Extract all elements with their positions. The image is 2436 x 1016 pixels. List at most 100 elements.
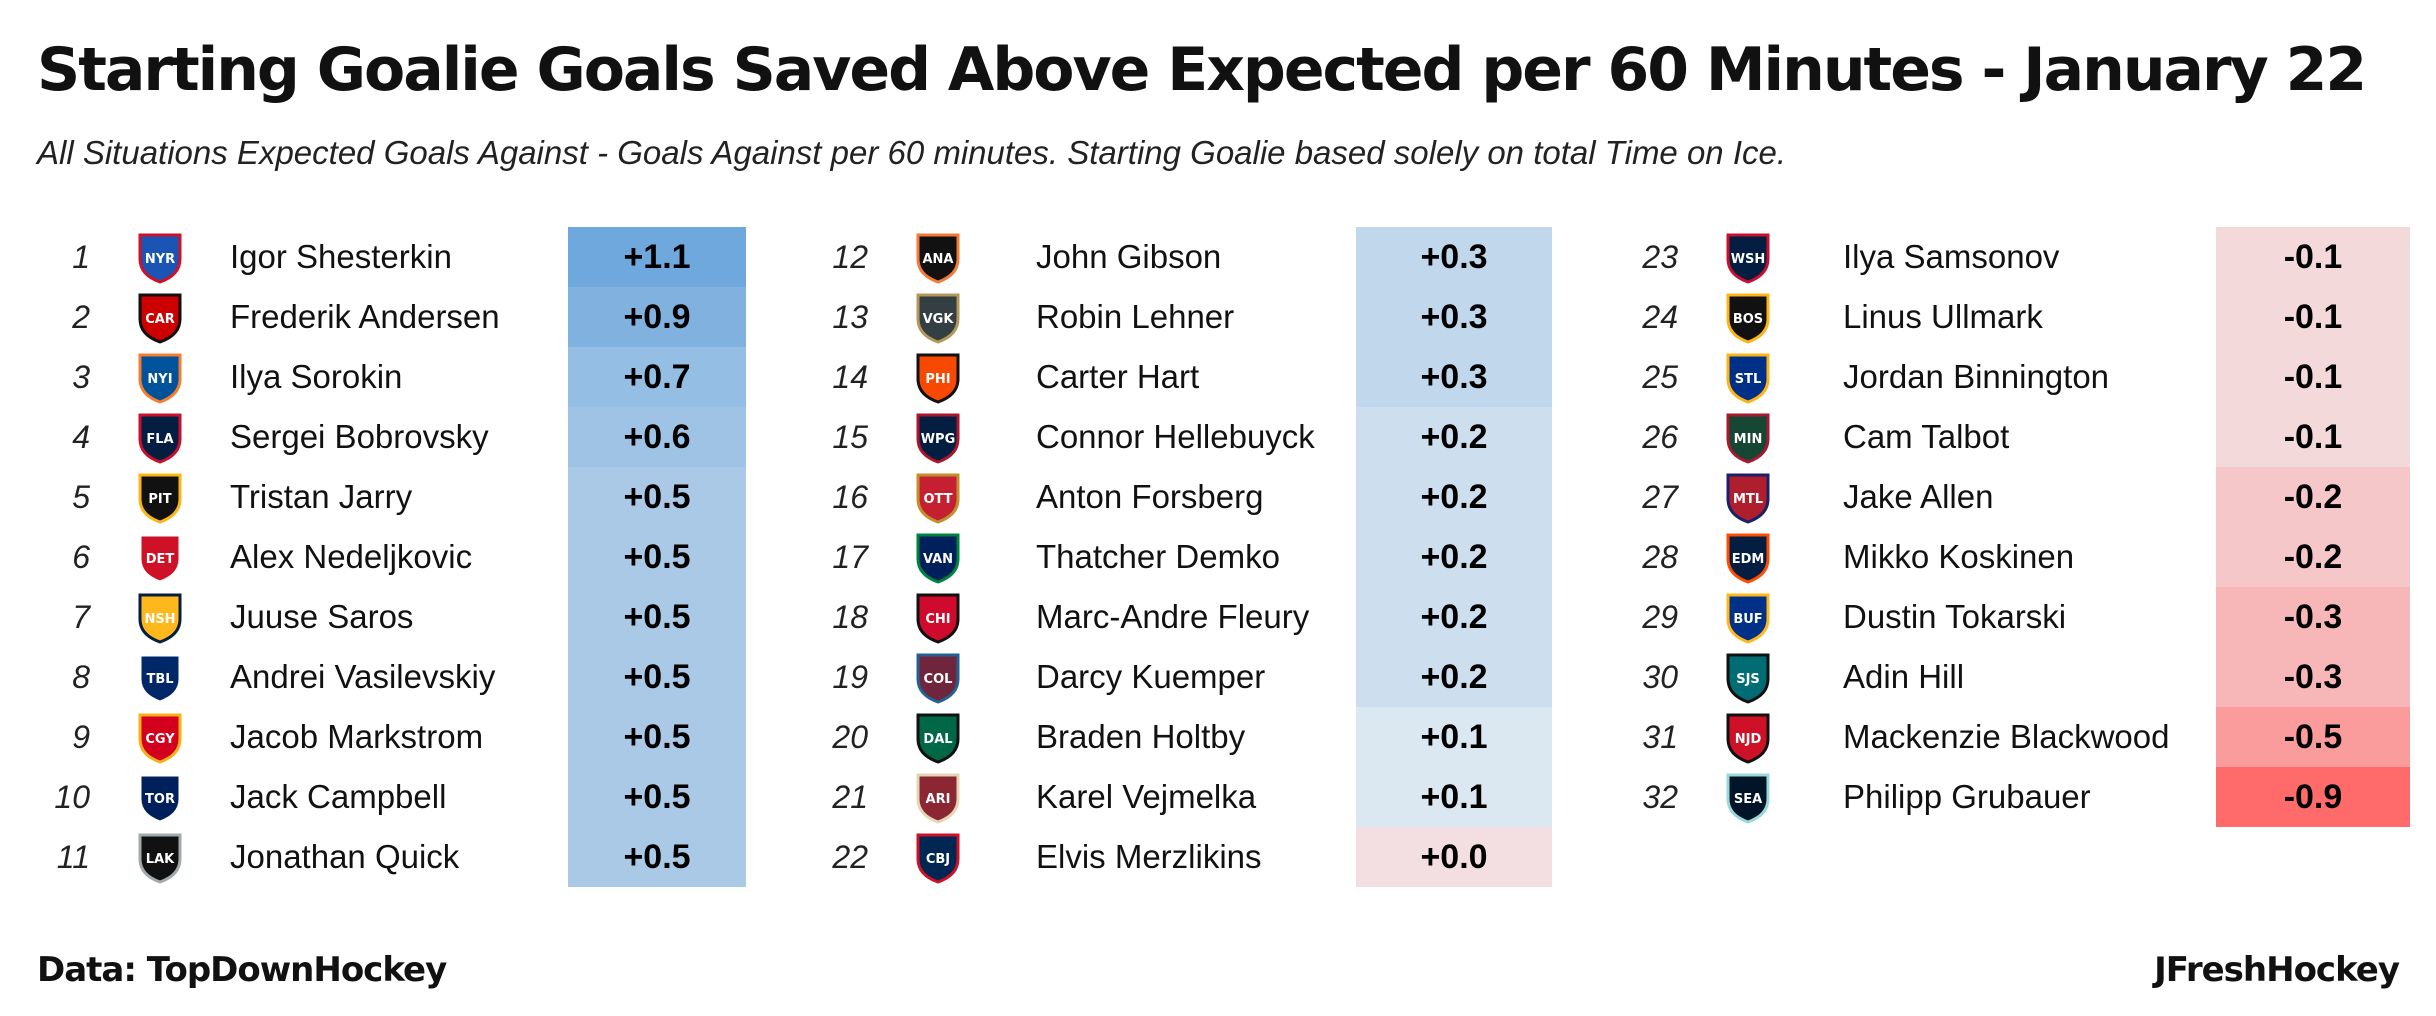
gsax-value-cell: +0.5 — [568, 707, 746, 767]
goalie-name: Thatcher Demko — [1036, 538, 1280, 575]
rank-label: 18 — [832, 599, 868, 635]
table-row: 21 ARI Karel Vejmelka +0.1 — [808, 767, 1552, 827]
gsax-value-cell: +0.2 — [1356, 407, 1552, 467]
rank-label: 14 — [832, 359, 868, 395]
svg-text:NSH: NSH — [144, 612, 175, 627]
goalie-name: Robin Lehner — [1036, 298, 1235, 335]
goalie-name: Jacob Markstrom — [230, 718, 484, 755]
stars-logo-icon: DAL — [908, 707, 968, 767]
rank-label: 27 — [1642, 479, 1678, 515]
svg-text:CAR: CAR — [145, 312, 175, 327]
table-row: 2 CAR Frederik Andersen +0.9 — [30, 287, 746, 347]
table-row: 19 COL Darcy Kuemper +0.2 — [808, 647, 1552, 707]
svg-text:OTT: OTT — [923, 492, 952, 507]
author-credit: JFreshHockey — [2154, 950, 2400, 990]
goalie-name: Jonathan Quick — [230, 838, 460, 875]
svg-text:NYI: NYI — [147, 372, 172, 387]
svg-text:SEA: SEA — [1734, 792, 1762, 807]
svg-text:DAL: DAL — [923, 732, 952, 747]
svg-text:PHI: PHI — [925, 372, 950, 387]
goalie-name: Dustin Tokarski — [1843, 598, 2067, 635]
rank-label: 24 — [1642, 299, 1678, 335]
svg-text:TBL: TBL — [146, 672, 173, 687]
table-row: 9 CGY Jacob Markstrom +0.5 — [30, 707, 746, 767]
goalie-name: Elvis Merzlikins — [1036, 838, 1262, 875]
svg-text:BOS: BOS — [1733, 312, 1763, 327]
gsax-value-cell: -0.1 — [2216, 347, 2410, 407]
gsax-value-cell: -0.1 — [2216, 287, 2410, 347]
goalie-name: Ilya Sorokin — [230, 358, 403, 395]
table-row: 6 DET Alex Nedeljkovic +0.5 — [30, 527, 746, 587]
rank-label: 21 — [832, 779, 868, 815]
rank-label: 2 — [72, 299, 90, 335]
svg-text:TOR: TOR — [145, 792, 175, 807]
table-row: 5 PIT Tristan Jarry +0.5 — [30, 467, 746, 527]
goalie-name: Cam Talbot — [1843, 418, 2010, 455]
gsax-value-cell: +0.1 — [1356, 767, 1552, 827]
svg-text:WSH: WSH — [1731, 252, 1766, 267]
svg-text:EDM: EDM — [1732, 552, 1765, 567]
sabres-logo-icon: BUF — [1718, 587, 1778, 647]
rank-label: 8 — [72, 659, 90, 695]
rank-label: 31 — [1642, 719, 1678, 755]
svg-text:SJS: SJS — [1736, 672, 1760, 687]
svg-text:STL: STL — [1735, 372, 1762, 387]
goalie-name: Braden Holtby — [1036, 718, 1246, 755]
senators-logo-icon: OTT — [908, 467, 968, 527]
blue-jackets-logo-icon: CBJ — [908, 827, 968, 887]
rank-label: 25 — [1642, 359, 1678, 395]
svg-text:NYR: NYR — [145, 252, 175, 267]
table-row: 23 WSH Ilya Samsonov -0.1 — [1618, 227, 2410, 287]
ducks-logo-icon: ANA — [908, 227, 968, 287]
table-row: 15 WPG Connor Hellebuyck +0.2 — [808, 407, 1552, 467]
goalie-name: Marc-Andre Fleury — [1036, 598, 1310, 635]
rank-label: 17 — [832, 539, 868, 575]
chart-subtitle: All Situations Expected Goals Against - … — [37, 134, 1787, 171]
flames-logo-icon: CGY — [130, 707, 190, 767]
svg-text:MIN: MIN — [1734, 432, 1763, 447]
table-row: 31 NJD Mackenzie Blackwood -0.5 — [1618, 707, 2410, 767]
islanders-logo-icon: NYI — [130, 347, 190, 407]
kings-logo-icon: LAK — [130, 827, 190, 887]
rank-label: 19 — [832, 659, 868, 695]
svg-text:CGY: CGY — [145, 732, 175, 747]
rank-label: 16 — [832, 479, 868, 515]
gsax-value-cell: -0.2 — [2216, 527, 2410, 587]
bruins-logo-icon: BOS — [1718, 287, 1778, 347]
gsax-value-cell: +0.5 — [568, 767, 746, 827]
kraken-logo-icon: SEA — [1718, 767, 1778, 827]
svg-text:ANA: ANA — [922, 252, 953, 267]
table-row: 25 STL Jordan Binnington -0.1 — [1618, 347, 2410, 407]
goalie-name: Linus Ullmark — [1843, 298, 2043, 335]
goalie-name: Juuse Saros — [230, 598, 414, 635]
rank-label: 10 — [54, 779, 90, 815]
table-row: 18 CHI Marc-Andre Fleury +0.2 — [808, 587, 1552, 647]
devils-logo-icon: NJD — [1718, 707, 1778, 767]
rank-label: 22 — [832, 839, 868, 875]
jets-logo-icon: WPG — [908, 407, 968, 467]
table-row: 13 VGK Robin Lehner +0.3 — [808, 287, 1552, 347]
gsax-value-cell: +0.5 — [568, 827, 746, 887]
rank-label: 5 — [72, 479, 90, 515]
goalie-name: Jake Allen — [1843, 478, 1994, 515]
goalie-name: Jack Campbell — [230, 778, 447, 815]
table-row: 17 VAN Thatcher Demko +0.2 — [808, 527, 1552, 587]
rank-label: 6 — [72, 539, 90, 575]
gsax-value-cell: +0.2 — [1356, 647, 1552, 707]
rank-label: 30 — [1642, 659, 1678, 695]
canucks-logo-icon: VAN — [908, 527, 968, 587]
blues-logo-icon: STL — [1718, 347, 1778, 407]
table-row: 1 NYR Igor Shesterkin +1.1 — [30, 227, 746, 287]
golden-knights-logo-icon: VGK — [908, 287, 968, 347]
table-row: 14 PHI Carter Hart +0.3 — [808, 347, 1552, 407]
gsax-value-cell: +0.3 — [1356, 227, 1552, 287]
rank-label: 3 — [72, 359, 90, 395]
gsax-value-cell: -0.5 — [2216, 707, 2410, 767]
gsax-value-cell: -0.3 — [2216, 647, 2410, 707]
goalie-name: Darcy Kuemper — [1036, 658, 1266, 695]
goalie-name: Tristan Jarry — [230, 478, 413, 515]
gsax-value-cell: +0.5 — [568, 467, 746, 527]
gsax-value-cell: +0.5 — [568, 647, 746, 707]
maple-leafs-logo-icon: TOR — [130, 767, 190, 827]
gsax-value-cell: +0.0 — [1356, 827, 1552, 887]
